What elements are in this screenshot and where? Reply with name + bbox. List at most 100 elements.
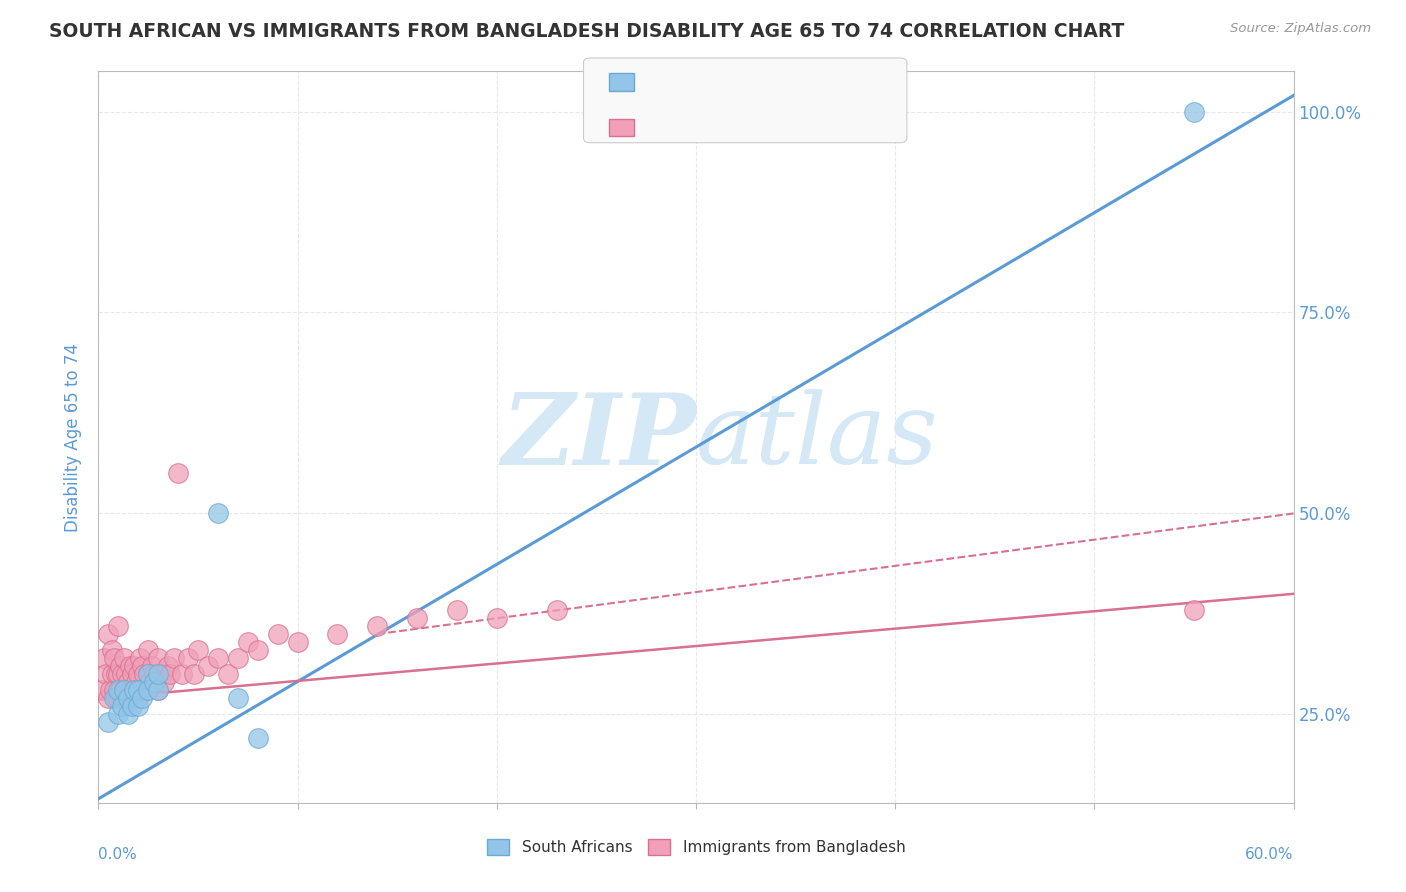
Point <box>148 667 170 681</box>
Point <box>129 683 152 698</box>
Text: 60.0%: 60.0% <box>1246 847 1294 862</box>
Point <box>110 659 132 673</box>
Point <box>287 635 309 649</box>
Point <box>150 667 173 681</box>
Point <box>91 683 114 698</box>
Point <box>97 715 120 730</box>
Point <box>117 707 139 722</box>
Point <box>121 691 143 706</box>
Point <box>217 667 239 681</box>
Point <box>103 691 125 706</box>
Point <box>148 651 170 665</box>
Point <box>107 707 129 722</box>
Point <box>163 651 186 665</box>
Point <box>103 651 125 665</box>
Point <box>226 691 249 706</box>
Point <box>136 683 159 698</box>
Point <box>127 667 149 681</box>
Point <box>143 667 166 681</box>
Point <box>111 699 134 714</box>
Text: R = 0.229   N = 72: R = 0.229 N = 72 <box>644 119 801 136</box>
Point <box>124 683 146 698</box>
Point <box>167 467 190 481</box>
Point <box>120 683 142 698</box>
Point <box>97 691 120 706</box>
Point <box>157 659 180 673</box>
Point <box>485 611 508 625</box>
Point <box>112 683 135 698</box>
Point <box>136 643 159 657</box>
Point <box>129 651 152 665</box>
Point <box>107 683 129 698</box>
Point <box>111 691 134 706</box>
Point <box>207 651 229 665</box>
Text: atlas: atlas <box>696 390 939 484</box>
Point <box>1182 603 1205 617</box>
Point <box>546 603 568 617</box>
Point <box>112 651 135 665</box>
Point <box>136 667 159 681</box>
Point <box>98 683 122 698</box>
Point <box>406 611 429 625</box>
Point <box>124 659 146 673</box>
Point <box>120 659 142 673</box>
Point <box>96 667 118 681</box>
Point <box>127 691 149 706</box>
Point <box>107 667 129 681</box>
Text: SOUTH AFRICAN VS IMMIGRANTS FROM BANGLADESH DISABILITY AGE 65 TO 74 CORRELATION : SOUTH AFRICAN VS IMMIGRANTS FROM BANGLAD… <box>49 22 1125 41</box>
Point <box>446 603 468 617</box>
Text: R = 0.892   N = 22: R = 0.892 N = 22 <box>644 73 801 91</box>
Point <box>141 659 163 673</box>
Point <box>107 619 129 633</box>
Point <box>153 675 176 690</box>
Point <box>187 643 209 657</box>
Point <box>105 691 128 706</box>
Legend: South Africans, Immigrants from Bangladesh: South Africans, Immigrants from Banglade… <box>481 833 911 861</box>
Point <box>105 667 128 681</box>
Point <box>117 691 139 706</box>
Point <box>115 691 138 706</box>
Point <box>127 699 149 714</box>
Point <box>136 667 159 681</box>
Y-axis label: Disability Age 65 to 74: Disability Age 65 to 74 <box>65 343 83 532</box>
Point <box>236 635 259 649</box>
Point <box>121 699 143 714</box>
Point <box>177 651 200 665</box>
Point <box>197 659 219 673</box>
Point <box>107 691 129 706</box>
Point <box>111 667 134 681</box>
Point <box>131 683 153 698</box>
Point <box>124 683 146 698</box>
Point <box>115 667 138 681</box>
Point <box>143 675 166 690</box>
Point <box>117 691 139 706</box>
Text: ZIP: ZIP <box>501 389 696 485</box>
Point <box>101 667 124 681</box>
Point <box>131 659 153 673</box>
Point <box>246 731 269 746</box>
Point <box>246 643 269 657</box>
Point <box>326 627 349 641</box>
Point <box>127 683 149 698</box>
Point <box>159 667 181 681</box>
Point <box>112 683 135 698</box>
Point <box>1182 104 1205 119</box>
Point <box>131 691 153 706</box>
Point <box>97 627 120 641</box>
Point <box>135 683 157 698</box>
Point <box>103 683 125 698</box>
Point <box>267 627 290 641</box>
Point <box>366 619 388 633</box>
Point <box>226 651 249 665</box>
Point <box>125 675 148 690</box>
Text: Source: ZipAtlas.com: Source: ZipAtlas.com <box>1230 22 1371 36</box>
Point <box>172 667 194 681</box>
Point <box>207 507 229 521</box>
Point <box>134 667 156 681</box>
Point <box>93 651 115 665</box>
Point <box>148 683 170 698</box>
Point <box>117 675 139 690</box>
Text: 0.0%: 0.0% <box>98 847 138 862</box>
Point <box>183 667 205 681</box>
Point <box>148 683 170 698</box>
